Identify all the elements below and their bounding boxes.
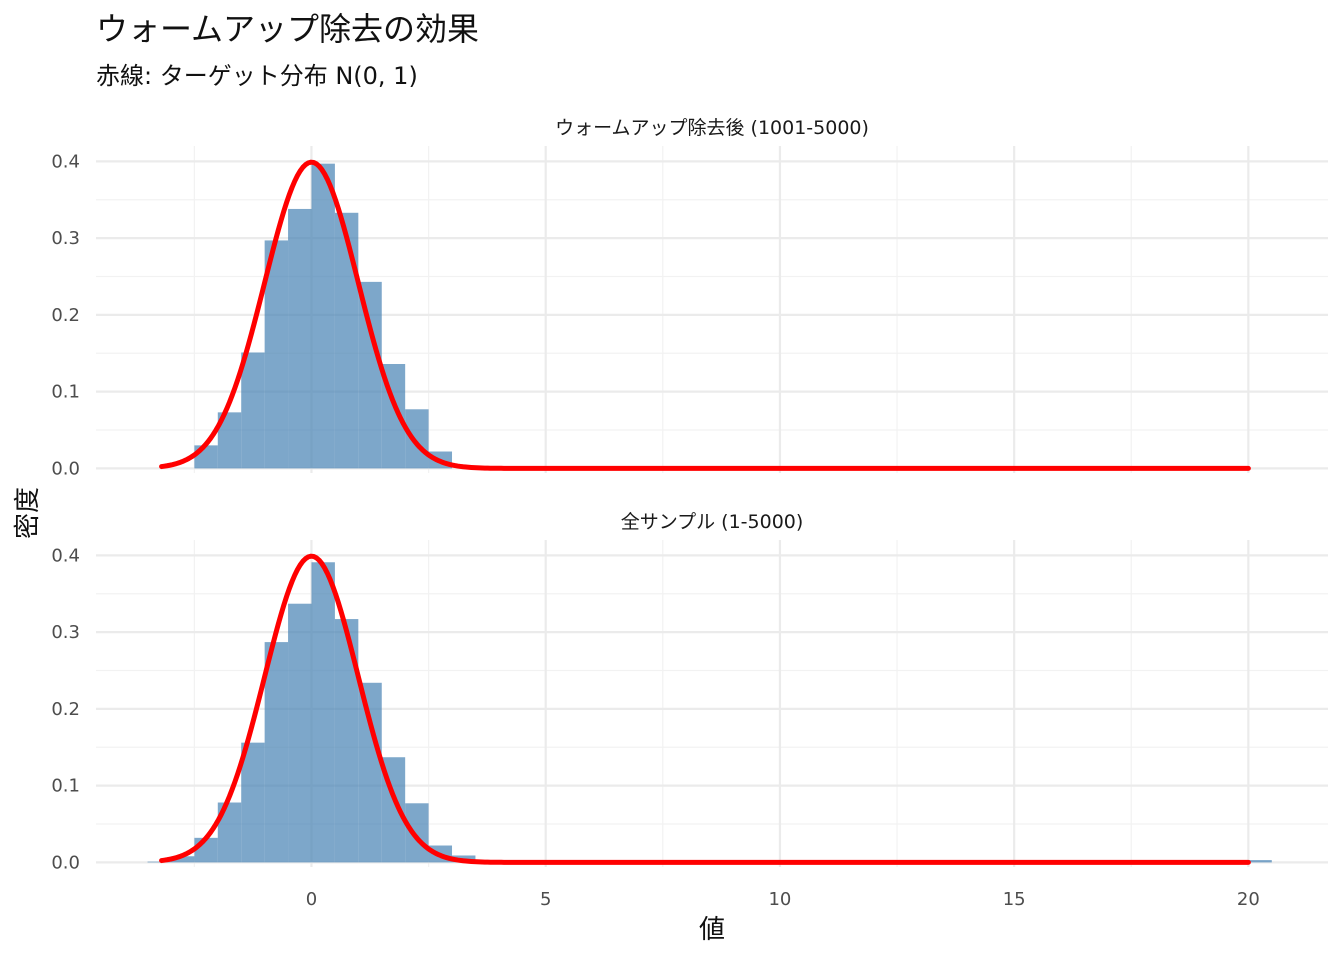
y-axis-title: 密度	[13, 487, 43, 539]
panel-label: 全サンプル (1-5000)	[621, 511, 804, 533]
histogram-bar	[217, 802, 242, 863]
y-tick-label: 0.2	[51, 305, 80, 326]
x-axis-title: 値	[699, 915, 725, 945]
panel-label: ウォームアップ除去後 (1001-5000)	[555, 117, 869, 139]
histogram-bar	[358, 281, 382, 469]
histogram-bar	[311, 163, 335, 469]
histogram-bar	[288, 208, 312, 469]
histogram-bar	[194, 445, 218, 469]
histogram-bar	[358, 682, 382, 863]
y-tick-label: 0.0	[51, 458, 80, 479]
histogram-bars	[147, 562, 1272, 863]
histogram-bar	[217, 412, 242, 469]
y-axis-ticks: 0.0 0.1 0.2 0.3 0.4	[51, 545, 80, 873]
histogram-bar	[334, 212, 359, 469]
x-tick-label: 0	[306, 889, 317, 910]
histogram-bar	[405, 409, 429, 469]
histogram-bar	[147, 861, 171, 863]
x-tick-label: 10	[768, 889, 791, 910]
histogram-bar	[264, 240, 289, 469]
histogram-bar	[288, 603, 312, 863]
chart-title: ウォームアップ除去の効果	[96, 10, 480, 48]
y-tick-label: 0.4	[51, 151, 80, 172]
normal-density-curve	[159, 159, 1251, 471]
panel-after-warmup: ウォームアップ除去後 (1001-5000) 0.0 0.1 0.2 0.3 0.4	[51, 117, 1328, 479]
histogram-bars	[194, 163, 453, 469]
chart-subtitle: 赤線: ターゲット分布 N(0, 1)	[96, 62, 418, 90]
y-tick-label: 0.4	[51, 545, 80, 566]
y-tick-label: 0.1	[51, 382, 80, 403]
x-tick-label: 15	[1003, 889, 1026, 910]
panel-all-samples: 全サンプル (1-5000) 0.0 0.1 0.2 0.3 0.4	[51, 511, 1328, 873]
histogram-bar	[264, 642, 289, 863]
x-tick-label: 20	[1237, 889, 1260, 910]
histogram-bar	[241, 352, 265, 469]
histogram-bar	[241, 742, 265, 863]
histogram-bar	[311, 562, 335, 863]
histogram-bar	[170, 856, 195, 863]
y-tick-label: 0.0	[51, 852, 80, 873]
normal-density-curve	[159, 553, 1251, 865]
histogram-bar	[334, 619, 359, 863]
y-tick-label: 0.2	[51, 699, 80, 720]
y-tick-label: 0.3	[51, 622, 80, 643]
y-tick-label: 0.1	[51, 776, 80, 797]
histogram-bar	[1248, 860, 1272, 863]
histogram-bar	[405, 803, 429, 863]
x-tick-label: 5	[540, 889, 551, 910]
x-axis-ticks: 0 5 10 15 20	[306, 889, 1260, 910]
y-axis-ticks: 0.0 0.1 0.2 0.3 0.4	[51, 151, 80, 479]
y-tick-label: 0.3	[51, 228, 80, 249]
